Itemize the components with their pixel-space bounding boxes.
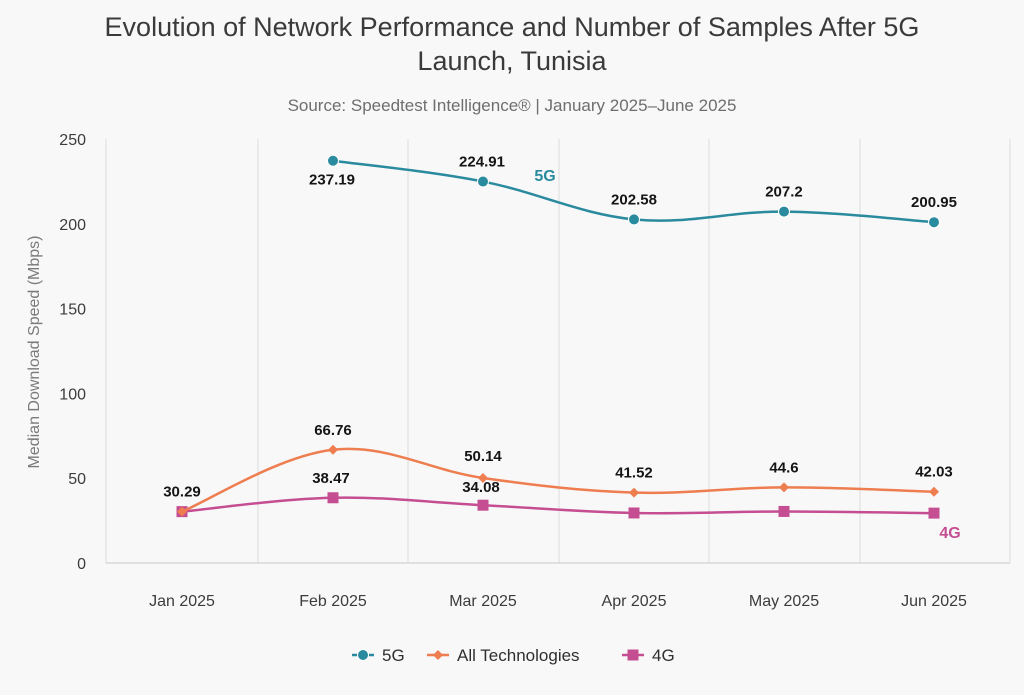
chart-title-line-1: Evolution of Network Performance and Num…: [105, 12, 920, 42]
series-line-all-technologies: [181, 447, 935, 513]
point-4g: [928, 507, 940, 519]
point-all-technologies: [779, 482, 789, 493]
point-4g: [628, 507, 640, 519]
y-tick-label: 0: [77, 556, 86, 573]
point-5g: [778, 205, 790, 218]
data-label: 66.76: [314, 422, 352, 439]
point-5g: [477, 175, 489, 188]
series-layer: [176, 154, 940, 519]
data-label: 42.03: [915, 464, 953, 481]
legend: 5G All Technologies 4G: [352, 646, 675, 665]
legend-item-5g[interactable]: 5G: [352, 646, 405, 665]
point-4g: [477, 499, 489, 511]
y-axis-label: Median Download Speed (Mbps): [26, 235, 43, 468]
y-tick-label: 150: [59, 302, 86, 319]
point-5g: [327, 154, 339, 167]
data-label: 34.08: [462, 479, 500, 496]
data-label: 202.58: [611, 191, 657, 208]
point-5g: [928, 216, 940, 229]
grid-layer: 0 50 100 150 200 250 Jan 2025 Feb 2025 Mar 2025 A…: [59, 132, 1011, 610]
data-label: 224.91: [459, 154, 505, 171]
data-label: 30.29: [163, 484, 201, 501]
point-all-technologies: [629, 487, 639, 498]
point-4g: [327, 492, 339, 504]
x-tick-label: Feb 2025: [299, 593, 367, 610]
y-tick-label: 200: [59, 217, 86, 234]
legend-label: 4G: [652, 646, 675, 665]
point-all-technologies: [929, 486, 939, 497]
data-label: 50.14: [464, 448, 502, 465]
legend-label: 5G: [382, 646, 405, 665]
x-tick-label: Mar 2025: [449, 593, 517, 610]
point-all-technologies: [328, 444, 338, 455]
legend-item-4g[interactable]: 4G: [622, 646, 675, 665]
point-4g: [778, 505, 790, 517]
point-5g: [628, 213, 640, 226]
data-label: 41.52: [615, 465, 653, 482]
legend-item-all-technologies[interactable]: All Technologies: [427, 646, 580, 665]
legend-swatch-marker: [433, 650, 443, 660]
legend-label: All Technologies: [457, 646, 580, 665]
legend-swatch-marker: [627, 649, 639, 661]
data-label: 200.95: [911, 194, 957, 211]
point-all-technologies: [177, 506, 187, 517]
data-label: 38.47: [312, 470, 350, 487]
y-tick-label: 250: [59, 132, 86, 149]
x-tick-label: May 2025: [749, 593, 819, 610]
y-tick-label: 100: [59, 386, 86, 403]
chart-title-line-2: Launch, Tunisia: [417, 46, 607, 76]
chart-subtitle: Source: Speedtest Intelligence® | Januar…: [288, 96, 737, 115]
x-tick-label: Jan 2025: [149, 593, 215, 610]
x-tick-label: Jun 2025: [901, 593, 967, 610]
x-tick-label: Apr 2025: [602, 593, 667, 610]
data-label: 237.19: [309, 172, 355, 189]
y-tick-label: 50: [68, 471, 86, 488]
series-label-4g: 4G: [939, 525, 960, 542]
label-layer: 237.19 224.91 202.58 207.2 200.95 30.29 66.76 5…: [163, 154, 960, 542]
series-label-5g: 5G: [534, 168, 555, 185]
data-label: 44.6: [769, 459, 798, 476]
point-all-technologies: [478, 472, 488, 483]
data-label: 207.2: [765, 184, 803, 201]
series-line-4g: [181, 496, 935, 515]
legend-swatch-marker: [357, 649, 369, 661]
